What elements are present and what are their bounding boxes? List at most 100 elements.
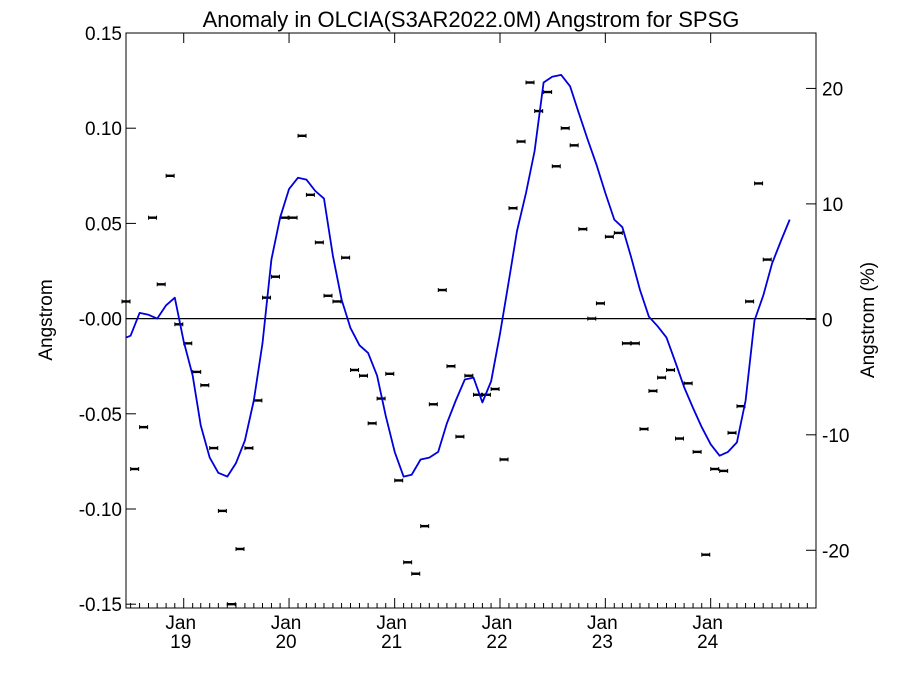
x-tick-month: Jan bbox=[587, 613, 618, 634]
x-tick-year: 21 bbox=[381, 632, 402, 653]
data-point bbox=[455, 434, 465, 439]
data-point bbox=[710, 467, 720, 472]
data-point bbox=[350, 368, 360, 373]
data-point bbox=[156, 282, 166, 287]
data-point bbox=[244, 446, 254, 451]
data-point bbox=[692, 449, 702, 454]
y-tick-label: -0.15 bbox=[79, 595, 122, 616]
data-point bbox=[446, 364, 456, 369]
data-point bbox=[121, 299, 131, 304]
y2-tick-label: 20 bbox=[822, 79, 843, 100]
data-point bbox=[560, 126, 570, 131]
data-point bbox=[613, 230, 623, 235]
data-point bbox=[359, 373, 369, 378]
data-point bbox=[534, 109, 544, 114]
y2-tick-label: 10 bbox=[822, 195, 843, 216]
data-point bbox=[666, 368, 676, 373]
data-point bbox=[403, 560, 413, 565]
x-tick-month: Jan bbox=[376, 613, 407, 634]
data-point bbox=[621, 341, 631, 346]
data-point bbox=[130, 467, 140, 472]
y-tick-label: -0.05 bbox=[79, 405, 122, 426]
data-point bbox=[578, 227, 588, 232]
data-point bbox=[226, 602, 236, 607]
data-point bbox=[648, 388, 658, 393]
plot-frame bbox=[125, 32, 817, 609]
data-point bbox=[499, 457, 509, 462]
data-point bbox=[192, 369, 202, 374]
data-point bbox=[719, 468, 729, 473]
data-point bbox=[604, 234, 614, 239]
data-point bbox=[428, 402, 438, 407]
data-point bbox=[305, 192, 315, 197]
data-point bbox=[754, 181, 764, 186]
y-tick-label: -0.00 bbox=[79, 310, 122, 331]
y2-axis-label: Angstrom (%) bbox=[858, 262, 879, 378]
data-point bbox=[165, 173, 175, 178]
y-tick-label: 0.15 bbox=[85, 24, 122, 45]
data-point bbox=[314, 240, 324, 245]
data-point bbox=[385, 371, 395, 376]
data-point bbox=[394, 478, 404, 483]
chart-title: Anomaly in OLCIA(S3AR2022.0M) Angstrom f… bbox=[203, 7, 740, 32]
data-point bbox=[657, 375, 667, 380]
data-point bbox=[630, 341, 640, 346]
data-point bbox=[411, 571, 421, 576]
data-point bbox=[174, 322, 184, 327]
x-tick-month: Jan bbox=[165, 613, 196, 634]
y-tick-label: 0.10 bbox=[85, 119, 122, 140]
data-point bbox=[639, 427, 649, 432]
data-point bbox=[701, 552, 711, 557]
x-tick-month: Jan bbox=[482, 613, 513, 634]
data-point bbox=[569, 143, 579, 148]
data-point bbox=[543, 90, 553, 95]
data-point bbox=[745, 299, 755, 304]
data-point bbox=[437, 288, 447, 293]
data-point bbox=[341, 255, 351, 260]
x-tick-year: 22 bbox=[486, 632, 507, 653]
data-point bbox=[551, 164, 561, 169]
x-tick-month: Jan bbox=[271, 613, 302, 634]
data-point bbox=[200, 383, 210, 388]
data-point bbox=[525, 80, 535, 85]
data-point bbox=[209, 446, 219, 451]
data-points bbox=[121, 80, 772, 607]
y-tick-label: 0.05 bbox=[85, 214, 122, 235]
y-tick-label: -0.10 bbox=[79, 500, 122, 521]
data-point bbox=[587, 316, 597, 321]
series-line bbox=[125, 74, 791, 478]
data-point bbox=[683, 381, 693, 386]
data-point bbox=[148, 215, 158, 220]
data-point bbox=[288, 215, 298, 220]
data-point bbox=[139, 425, 149, 430]
data-line bbox=[125, 74, 791, 478]
y2-tick-label: -10 bbox=[822, 426, 849, 447]
data-point bbox=[727, 430, 737, 435]
data-point bbox=[595, 301, 605, 306]
data-point bbox=[235, 546, 245, 551]
y-axis-label: Angstrom bbox=[36, 279, 57, 360]
data-point bbox=[508, 206, 518, 211]
y2-tick-label: -20 bbox=[822, 541, 849, 562]
data-point bbox=[332, 299, 342, 304]
data-point bbox=[762, 257, 772, 262]
x-tick-year: 19 bbox=[170, 632, 191, 653]
data-point bbox=[253, 398, 263, 403]
data-point bbox=[420, 524, 430, 529]
axes: 0.15 0.10 0.05 -0.00 -0.05 -0.10 -0.15 20 10 0 -10… bbox=[79, 24, 850, 653]
data-point bbox=[297, 133, 307, 138]
x-tick-month: Jan bbox=[692, 613, 723, 634]
data-point bbox=[217, 508, 227, 513]
x-tick-year: 24 bbox=[697, 632, 719, 653]
x-tick-year: 23 bbox=[592, 632, 613, 653]
data-point bbox=[675, 436, 685, 441]
y2-tick-label: 0 bbox=[822, 310, 833, 331]
data-point bbox=[516, 139, 526, 144]
data-point bbox=[490, 387, 500, 392]
data-point bbox=[323, 293, 333, 298]
x-tick-year: 20 bbox=[275, 632, 296, 653]
data-point bbox=[270, 274, 280, 279]
data-point bbox=[367, 421, 377, 426]
